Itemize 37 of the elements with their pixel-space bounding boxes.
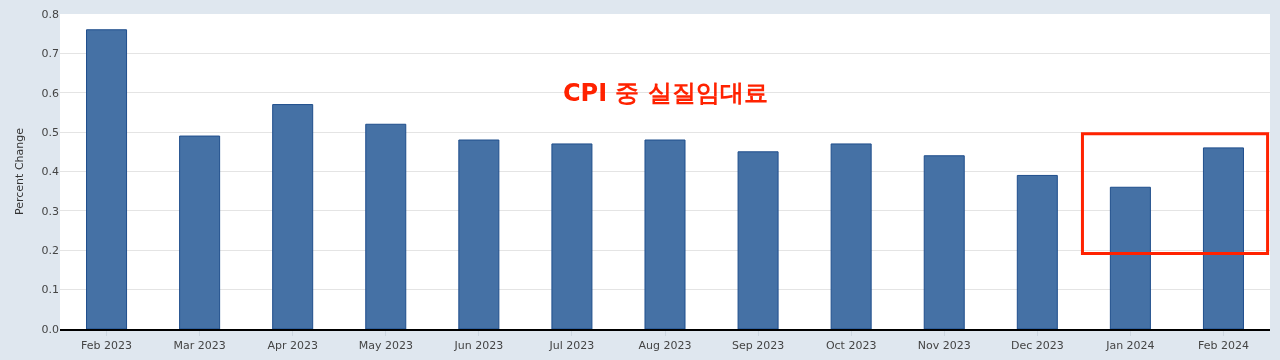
- y-tick-label: 0.7: [41, 47, 59, 61]
- x-tick-label: Sep 2023: [731, 339, 785, 353]
- x-tick-label: Dec 2023: [1010, 339, 1064, 353]
- bar: [830, 143, 872, 329]
- x-tick-label: Nov 2023: [917, 339, 971, 353]
- annotation: CPI 중 실질임대료: [563, 79, 768, 107]
- x-tick-label: Jun 2023: [453, 339, 504, 353]
- bar: [1109, 186, 1151, 329]
- x-tick-label: Oct 2023: [825, 339, 877, 353]
- y-tick-label: 0.2: [41, 244, 59, 258]
- y-axis-title: Percent Change: [13, 127, 27, 216]
- bar: [86, 29, 128, 329]
- x-tick-label: Feb 2023: [81, 339, 133, 353]
- y-tick-label: 0.8: [41, 7, 59, 21]
- x-tick-label: Jul 2023: [548, 339, 595, 353]
- y-tick-label: 0.0: [41, 322, 59, 336]
- y-tick-label: 0.5: [41, 125, 59, 139]
- y-tick-label: 0.4: [41, 165, 59, 179]
- bar: [923, 155, 965, 329]
- bar: [272, 104, 314, 329]
- x-tick-label: Mar 2023: [173, 339, 226, 353]
- bar: [644, 139, 686, 329]
- x-tick-label: May 2023: [358, 339, 413, 353]
- x-tick-label: Jan 2024: [1105, 339, 1155, 353]
- x-tick-label: Apr 2023: [267, 339, 318, 353]
- bar: [1016, 174, 1058, 329]
- bar: [1202, 147, 1244, 329]
- y-tick-label: 0.1: [41, 283, 59, 297]
- bar: [551, 143, 593, 329]
- bar: [458, 139, 500, 329]
- x-tick-label: Aug 2023: [638, 339, 692, 353]
- bar: [179, 135, 221, 329]
- y-tick-label: 0.6: [41, 86, 59, 100]
- bar: [365, 123, 407, 329]
- bar: [737, 151, 779, 329]
- x-tick-label: Feb 2024: [1197, 339, 1249, 353]
- y-tick-label: 0.3: [41, 204, 59, 218]
